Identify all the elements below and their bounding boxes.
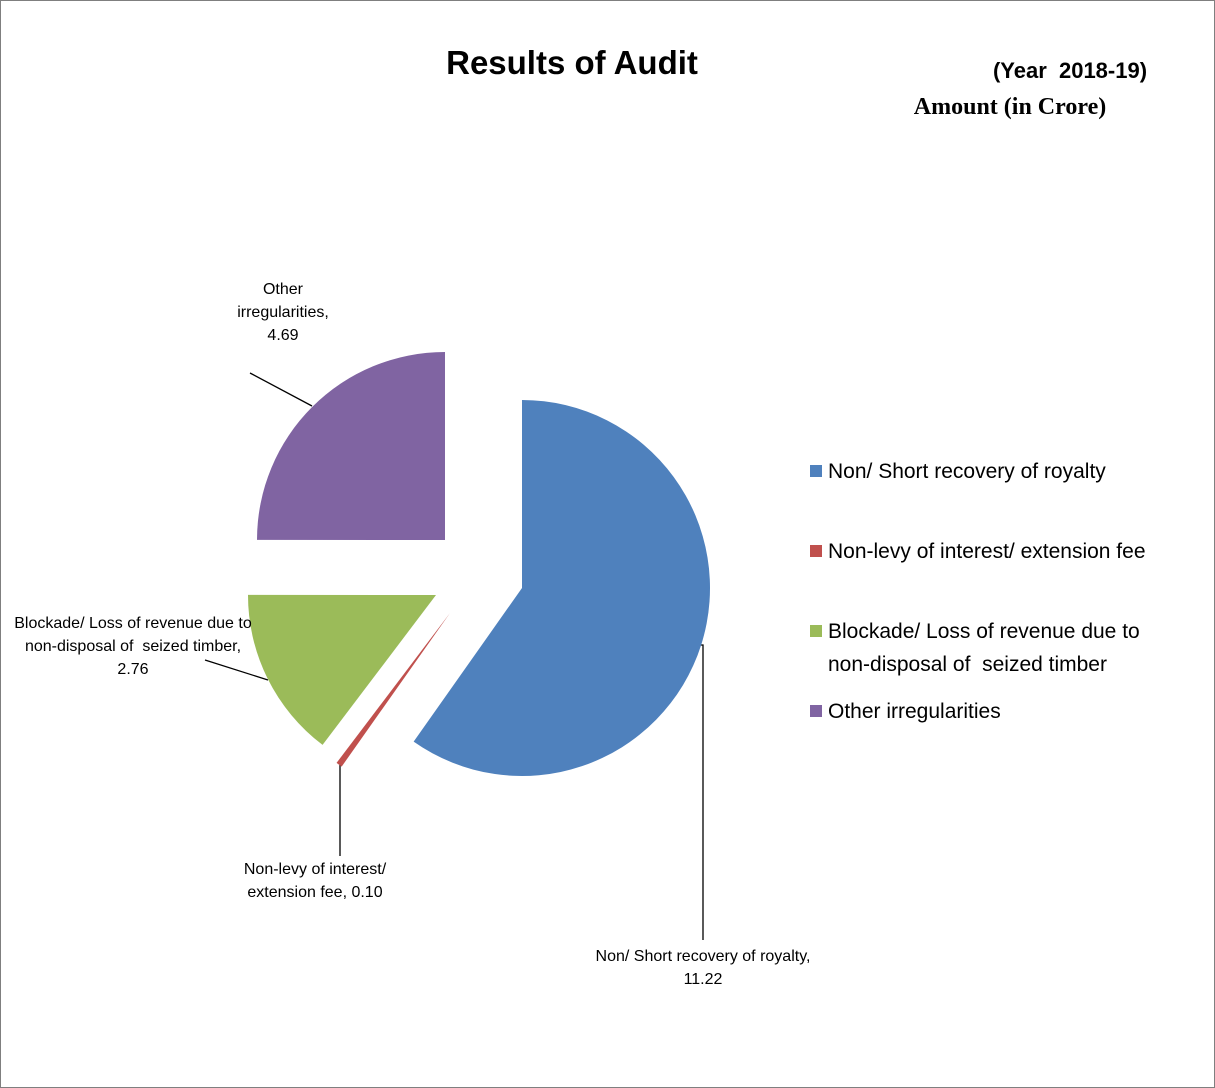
- pie-slice: [257, 351, 445, 540]
- unit-label: Amount (in Crore): [913, 94, 1107, 120]
- data-label: Non/ Short recovery of royalty, 11.22: [595, 948, 815, 988]
- pie-slice: [247, 594, 436, 745]
- leader-line: [249, 372, 313, 407]
- legend-label: Non-levy of interest/ extension fee: [828, 540, 1146, 563]
- chart-title: Results of Audit: [446, 44, 698, 81]
- leader-line: [204, 659, 269, 681]
- data-label: Other irregularities, 4.69: [237, 281, 334, 344]
- legend-swatch: [810, 705, 822, 717]
- pie-slice: [336, 613, 450, 767]
- legend-swatch: [810, 545, 822, 557]
- legend-label: Blockade/ Loss of revenue due to non-dis…: [828, 620, 1146, 676]
- pie-slice: [413, 400, 710, 776]
- legend-swatch: [810, 465, 822, 477]
- data-label: Blockade/ Loss of revenue due to non-dis…: [14, 615, 252, 678]
- leader-line: [700, 644, 704, 940]
- data-label: Non-levy of interest/ extension fee, 0.1…: [243, 861, 391, 901]
- chart-subtitle: (Year 2018-19): [992, 58, 1148, 83]
- leader-line: [339, 762, 343, 856]
- legend-label: Non/ Short recovery of royalty: [828, 460, 1106, 483]
- legend-label: Other irregularities: [828, 700, 1001, 723]
- legend-swatch: [810, 625, 822, 637]
